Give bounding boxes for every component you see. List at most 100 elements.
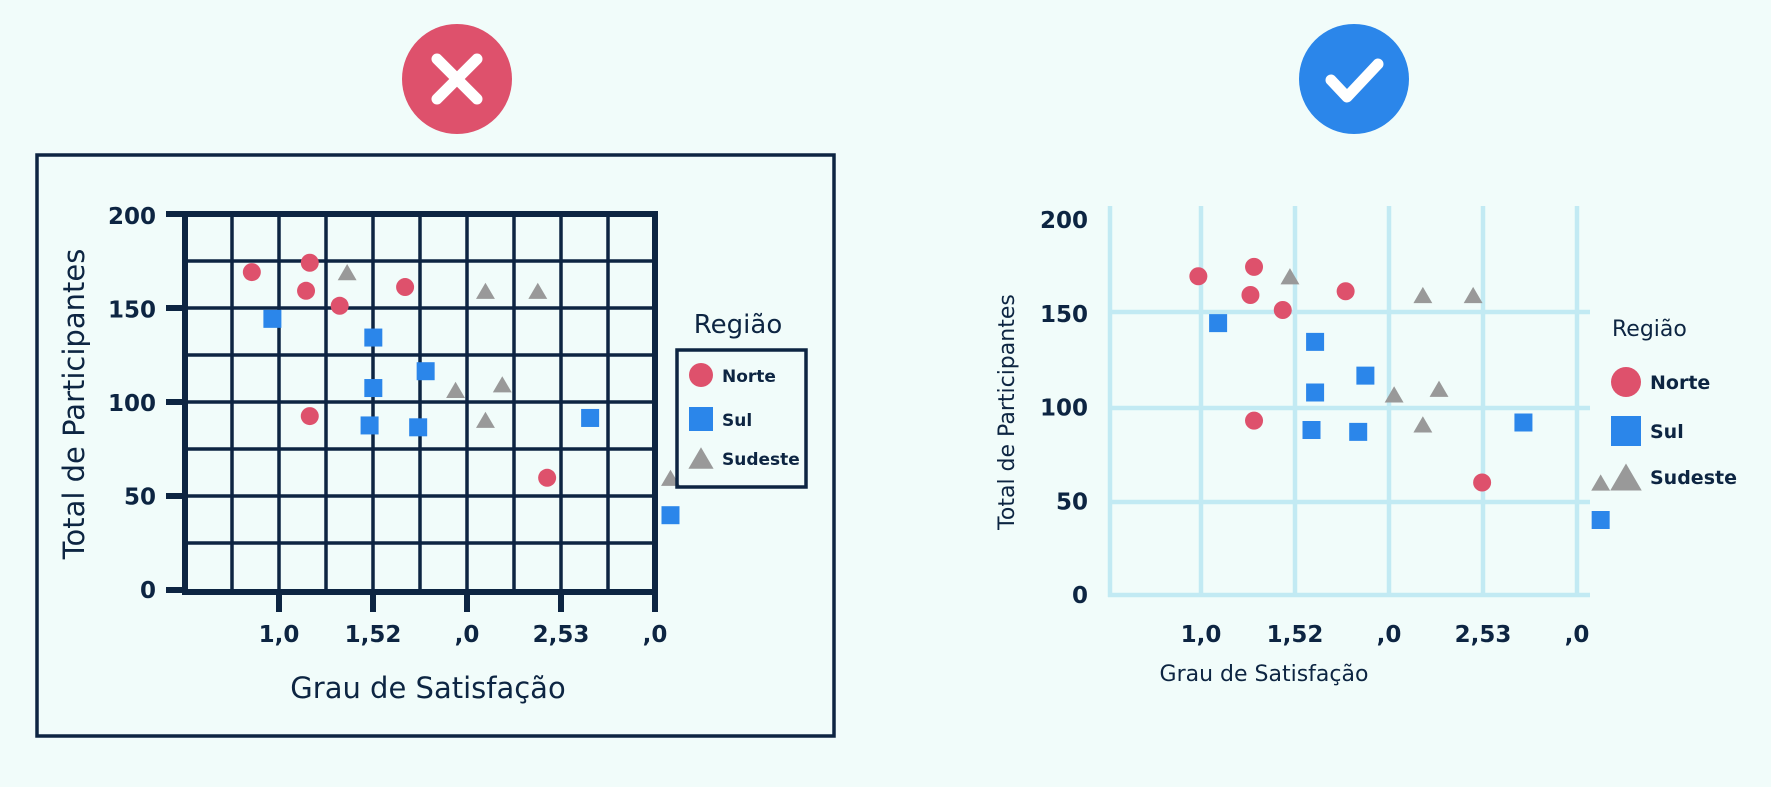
data-point-norte [1473, 473, 1492, 492]
y-tick-label: 200 [108, 204, 156, 230]
legend-marker-norte [1611, 367, 1641, 397]
y-tick-label: 50 [1056, 489, 1088, 515]
y-tick-label: 200 [1040, 208, 1088, 234]
x-tick-label: ,0 [455, 622, 480, 648]
data-point-norte [538, 468, 557, 487]
legend-label-norte: Norte [722, 367, 776, 387]
x-tick-label: 1,0 [1181, 622, 1222, 648]
data-point-norte [396, 278, 415, 297]
x-tick-label: 1,52 [1267, 622, 1324, 648]
data-point-sul [364, 328, 383, 347]
bad-y-tick-labels: 0 50 100 150 200 [108, 204, 156, 604]
bad-scatter-chart: 0 50 100 150 200 1,0 1,52 ,0 2,53 ,0 Grau de Sat… [35, 153, 836, 738]
y-tick-label: 0 [1072, 583, 1088, 609]
x-tick-label: 2,53 [1455, 622, 1512, 648]
data-point-sudeste [1280, 268, 1300, 285]
good-example-badge [1299, 24, 1409, 134]
x-tick-label: ,0 [1565, 622, 1590, 648]
bad-legend-box [675, 348, 808, 489]
legend-marker-sudeste [688, 447, 714, 469]
data-point-sul [1356, 366, 1375, 385]
bad-legend-title: Região [694, 310, 782, 340]
bad-chart-frame [35, 153, 836, 738]
data-point-sul [409, 418, 428, 437]
data-point-sul [581, 408, 600, 427]
x-tick-label: 2,53 [533, 622, 590, 648]
data-point-norte [1273, 301, 1292, 319]
data-point-norte [330, 296, 349, 315]
legend-marker-sudeste [1610, 463, 1642, 491]
good-legend: Região Norte Sul Sudeste [1610, 317, 1737, 491]
data-point-norte [300, 253, 319, 272]
good-y-tick-labels: 0 50 100 150 200 [1040, 208, 1088, 609]
x-tick-label: 1,52 [345, 622, 402, 648]
y-tick-label: 150 [108, 298, 156, 324]
legend-marker-sul [1611, 416, 1641, 446]
data-point-norte [297, 281, 316, 300]
check-icon [1325, 58, 1384, 103]
good-data-points [1189, 257, 1611, 529]
bad-y-axis-label: Total de Participantes [57, 249, 91, 561]
data-point-sudeste [476, 411, 495, 428]
data-point-sudeste [476, 282, 495, 299]
good-scatter-chart: 0 50 100 150 200 1,0 1,52 ,0 2,53 ,0 Grau de Sat… [995, 206, 1737, 687]
data-point-sudeste [337, 264, 357, 281]
data-point-sudeste [528, 282, 548, 299]
good-y-axis-label: Total de Participantes [995, 294, 1020, 531]
y-tick-label: 50 [124, 485, 156, 511]
legend-label-sudeste: Sudeste [1650, 467, 1737, 489]
data-point-sul [1306, 332, 1325, 351]
data-point-sudeste [661, 469, 680, 486]
bad-legend: Região Norte Sul Sudeste [675, 310, 808, 489]
data-point-sudeste [492, 376, 512, 393]
bad-x-tick-labels: 1,0 1,52 ,0 2,53 ,0 [259, 622, 668, 648]
data-point-sudeste [1463, 286, 1483, 304]
bad-data-points [242, 253, 680, 525]
y-tick-label: 150 [1040, 302, 1088, 328]
data-point-sudeste [1429, 380, 1449, 397]
data-point-sul [1302, 421, 1321, 439]
good-grid [1107, 206, 1590, 598]
data-point-sul [661, 506, 680, 525]
bad-example-badge [402, 24, 512, 134]
bad-x-axis-label: Grau de Satisfação [290, 671, 565, 705]
x-tick-label: ,0 [643, 622, 668, 648]
legend-label-sul: Sul [722, 411, 752, 431]
legend-label-sudeste: Sudeste [722, 450, 800, 470]
y-tick-label: 100 [108, 391, 156, 417]
y-tick-label: 0 [140, 578, 156, 604]
bad-axes [166, 211, 658, 612]
good-badge-circle [1299, 24, 1409, 134]
data-point-norte [1245, 411, 1264, 430]
legend-marker-sul [689, 407, 713, 431]
good-x-axis-label: Grau de Satisfação [1160, 662, 1369, 687]
data-point-sudeste [1384, 386, 1404, 403]
data-point-norte [1241, 286, 1260, 304]
legend-marker-norte [689, 363, 713, 387]
data-point-sudeste [446, 381, 466, 399]
data-point-sul [1349, 422, 1368, 441]
data-point-norte [242, 263, 261, 282]
data-point-sudeste [1413, 416, 1433, 433]
legend-label-norte: Norte [1650, 372, 1710, 394]
data-point-sudeste [1413, 286, 1433, 304]
x-tick-label: ,0 [1377, 622, 1402, 648]
data-point-norte [1245, 257, 1264, 276]
good-legend-title: Região [1612, 317, 1687, 342]
data-point-sul [1514, 413, 1533, 432]
data-point-sul [364, 379, 383, 398]
data-point-sul [1209, 314, 1228, 333]
data-point-sul [1306, 383, 1325, 402]
data-point-norte [1336, 282, 1355, 301]
data-point-norte [1189, 267, 1208, 286]
good-x-tick-labels: 1,0 1,52 ,0 2,53 ,0 [1181, 622, 1590, 648]
x-tick-label: 1,0 [259, 622, 300, 648]
data-point-sudeste [1591, 474, 1611, 491]
data-point-sul [360, 416, 379, 435]
data-point-norte [300, 407, 319, 426]
x-icon [431, 53, 483, 105]
data-point-sul [1591, 511, 1610, 529]
legend-label-sul: Sul [1650, 421, 1684, 443]
y-tick-label: 100 [1040, 396, 1088, 422]
